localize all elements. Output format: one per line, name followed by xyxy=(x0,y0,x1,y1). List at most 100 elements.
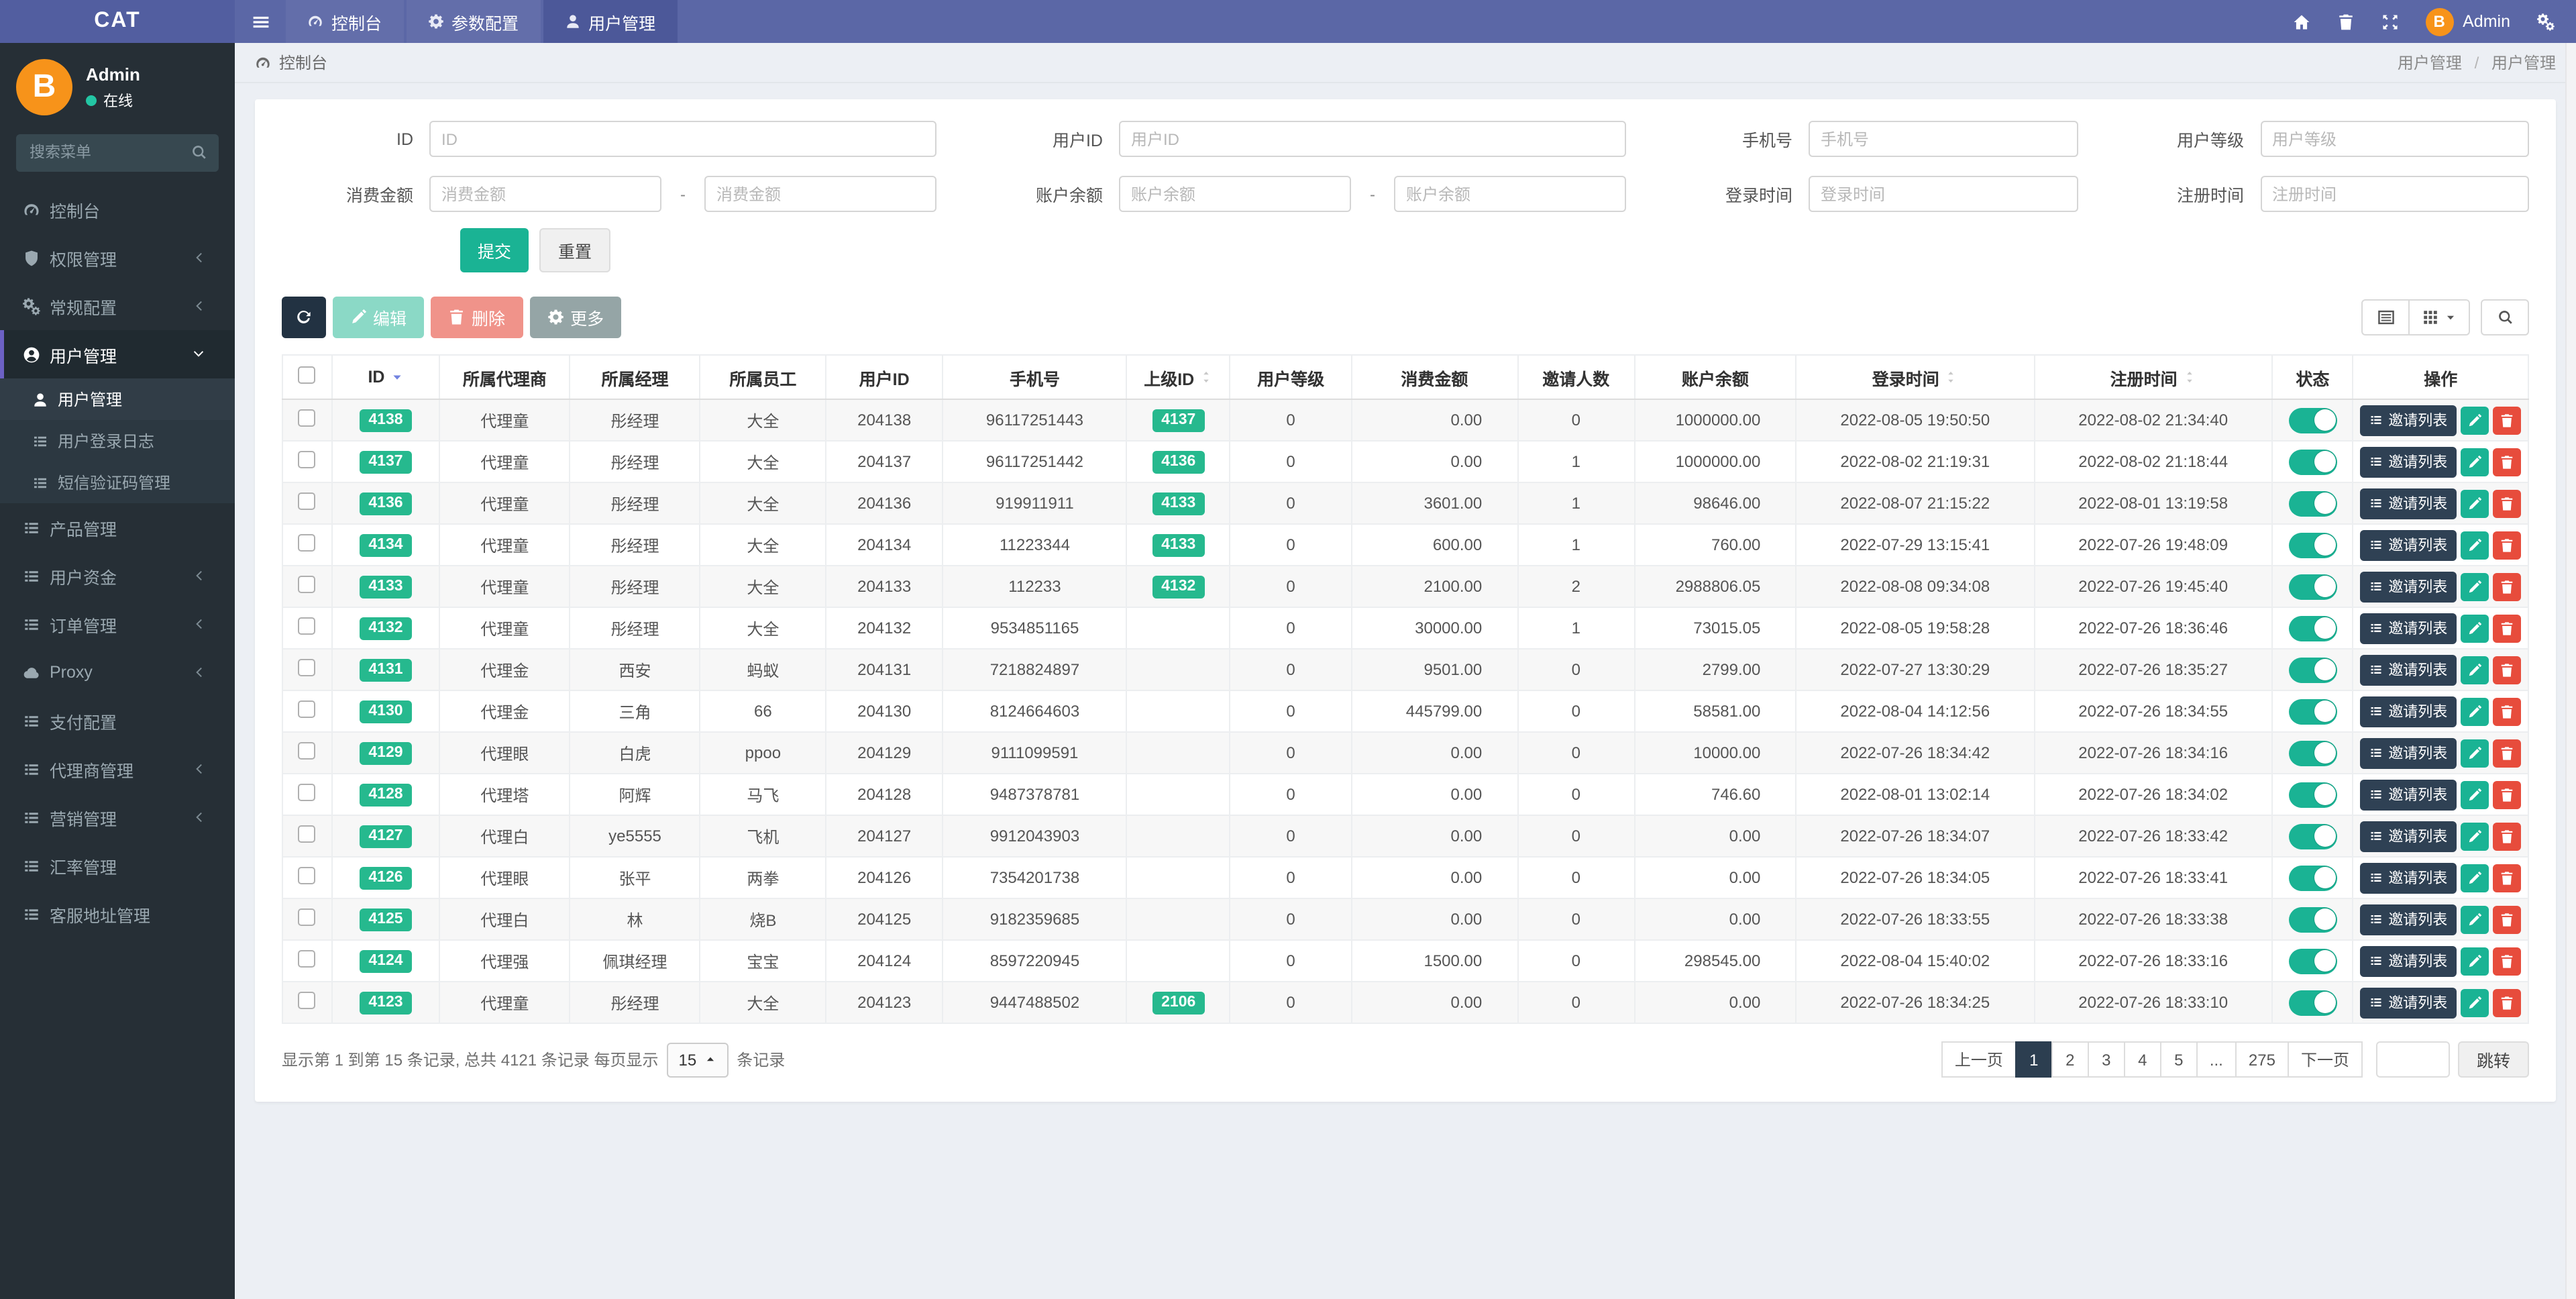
filter-input-5-min[interactable] xyxy=(429,176,661,212)
columns-toggle-button[interactable] xyxy=(2410,299,2470,335)
column-header-login_time[interactable]: 登录时间 xyxy=(1795,354,2035,400)
sidebar-item-13[interactable]: 客服地址管理 xyxy=(0,890,235,938)
row-delete-button[interactable] xyxy=(2493,988,2522,1017)
row-checkbox[interactable] xyxy=(298,784,316,801)
jump-button[interactable]: 跳转 xyxy=(2457,1041,2529,1078)
sidebar-item-8[interactable]: Proxy xyxy=(0,648,235,696)
row-checkbox[interactable] xyxy=(298,742,316,760)
sidebar-item-1[interactable]: 控制台 xyxy=(0,185,235,233)
next-page-button[interactable]: 下一页 xyxy=(2287,1041,2363,1078)
sidebar-item-2[interactable]: 权限管理 xyxy=(0,233,235,282)
delete-button[interactable]: 删除 xyxy=(431,297,523,338)
status-toggle[interactable] xyxy=(2288,782,2337,807)
invite-list-button[interactable]: 邀请列表 xyxy=(2360,529,2457,560)
row-checkbox[interactable] xyxy=(298,700,316,718)
row-delete-button[interactable] xyxy=(2493,780,2522,809)
filter-input-2[interactable] xyxy=(1119,121,1626,157)
row-checkbox[interactable] xyxy=(298,659,316,676)
row-edit-button[interactable] xyxy=(2461,947,2489,975)
row-checkbox[interactable] xyxy=(298,617,316,635)
user-menu[interactable]: B Admin xyxy=(2425,7,2510,36)
row-edit-button[interactable] xyxy=(2461,406,2489,434)
invite-list-button[interactable]: 邀请列表 xyxy=(2360,904,2457,935)
sidebar-item-10[interactable]: 代理商管理 xyxy=(0,745,235,793)
sidebar-item-7[interactable]: 订单管理 xyxy=(0,600,235,648)
row-edit-button[interactable] xyxy=(2461,489,2489,517)
page-button-275[interactable]: 275 xyxy=(2235,1041,2289,1078)
row-delete-button[interactable] xyxy=(2493,864,2522,892)
invite-list-button[interactable]: 邀请列表 xyxy=(2360,779,2457,810)
row-delete-button[interactable] xyxy=(2493,697,2522,725)
row-delete-button[interactable] xyxy=(2493,739,2522,767)
search-icon[interactable] xyxy=(191,144,208,161)
row-edit-button[interactable] xyxy=(2461,864,2489,892)
expand-icon[interactable] xyxy=(2381,13,2398,30)
menu-search-input[interactable] xyxy=(16,134,219,172)
status-toggle[interactable] xyxy=(2288,698,2337,724)
row-checkbox[interactable] xyxy=(298,825,316,843)
breadcrumb-parent[interactable]: 用户管理 xyxy=(2397,54,2462,72)
row-delete-button[interactable] xyxy=(2493,406,2522,434)
sidebar-item-6[interactable]: 用户资金 xyxy=(0,552,235,600)
sidebar-item-12[interactable]: 汇率管理 xyxy=(0,841,235,890)
row-checkbox[interactable] xyxy=(298,451,316,468)
row-checkbox[interactable] xyxy=(298,492,316,510)
column-header-parent_id[interactable]: 上级ID xyxy=(1126,354,1231,400)
status-toggle[interactable] xyxy=(2288,407,2337,433)
table-search-button[interactable] xyxy=(2481,299,2529,335)
invite-list-button[interactable]: 邀请列表 xyxy=(2360,696,2457,727)
row-delete-button[interactable] xyxy=(2493,905,2522,933)
row-edit-button[interactable] xyxy=(2461,988,2489,1017)
row-edit-button[interactable] xyxy=(2461,780,2489,809)
filter-input-4[interactable] xyxy=(2260,121,2529,157)
trash-icon[interactable] xyxy=(2337,13,2354,30)
scrollbar-track[interactable] xyxy=(2565,0,2576,1299)
page-button-2[interactable]: 2 xyxy=(2051,1041,2089,1078)
status-toggle[interactable] xyxy=(2288,990,2337,1015)
row-edit-button[interactable] xyxy=(2461,572,2489,601)
submit-button[interactable]: 提交 xyxy=(460,228,529,272)
nav-item-3[interactable]: 用户管理 xyxy=(543,0,678,43)
invite-list-button[interactable]: 邀请列表 xyxy=(2360,821,2457,851)
filter-input-7[interactable] xyxy=(1809,176,2078,212)
row-delete-button[interactable] xyxy=(2493,572,2522,601)
edit-button[interactable]: 编辑 xyxy=(332,297,425,338)
more-button[interactable]: 更多 xyxy=(529,297,622,338)
sidebar-item-4[interactable]: 用户管理 xyxy=(0,330,235,378)
row-delete-button[interactable] xyxy=(2493,531,2522,559)
filter-input-8[interactable] xyxy=(2260,176,2529,212)
invite-list-button[interactable]: 邀请列表 xyxy=(2360,571,2457,602)
invite-list-button[interactable]: 邀请列表 xyxy=(2360,945,2457,976)
row-edit-button[interactable] xyxy=(2461,448,2489,476)
sidebar-subitem-1[interactable]: 用户管理 xyxy=(0,378,235,420)
list-view-button[interactable] xyxy=(2361,299,2410,335)
filter-input-3[interactable] xyxy=(1809,121,2078,157)
page-button-5[interactable]: 5 xyxy=(2159,1041,2198,1078)
row-edit-button[interactable] xyxy=(2461,697,2489,725)
status-toggle[interactable] xyxy=(2288,823,2337,849)
sidebar-toggle-button[interactable] xyxy=(235,0,286,43)
invite-list-button[interactable]: 邀请列表 xyxy=(2360,987,2457,1018)
sidebar-item-3[interactable]: 常规配置 xyxy=(0,282,235,330)
invite-list-button[interactable]: 邀请列表 xyxy=(2360,613,2457,643)
filter-input-5-max[interactable] xyxy=(704,176,936,212)
invite-list-button[interactable]: 邀请列表 xyxy=(2360,737,2457,768)
page-button-1[interactable]: 1 xyxy=(2015,1041,2053,1078)
row-checkbox[interactable] xyxy=(298,576,316,593)
status-toggle[interactable] xyxy=(2288,449,2337,474)
jump-page-input[interactable] xyxy=(2375,1041,2450,1078)
page-button-4[interactable]: 4 xyxy=(2123,1041,2161,1078)
row-edit-button[interactable] xyxy=(2461,614,2489,642)
select-all-checkbox[interactable] xyxy=(298,366,316,384)
invite-list-button[interactable]: 邀请列表 xyxy=(2360,405,2457,435)
row-edit-button[interactable] xyxy=(2461,656,2489,684)
status-toggle[interactable] xyxy=(2288,865,2337,890)
row-checkbox[interactable] xyxy=(298,908,316,926)
status-toggle[interactable] xyxy=(2288,657,2337,682)
row-checkbox[interactable] xyxy=(298,534,316,552)
row-checkbox[interactable] xyxy=(298,409,316,427)
row-delete-button[interactable] xyxy=(2493,448,2522,476)
status-toggle[interactable] xyxy=(2288,532,2337,558)
status-toggle[interactable] xyxy=(2288,574,2337,599)
row-edit-button[interactable] xyxy=(2461,531,2489,559)
